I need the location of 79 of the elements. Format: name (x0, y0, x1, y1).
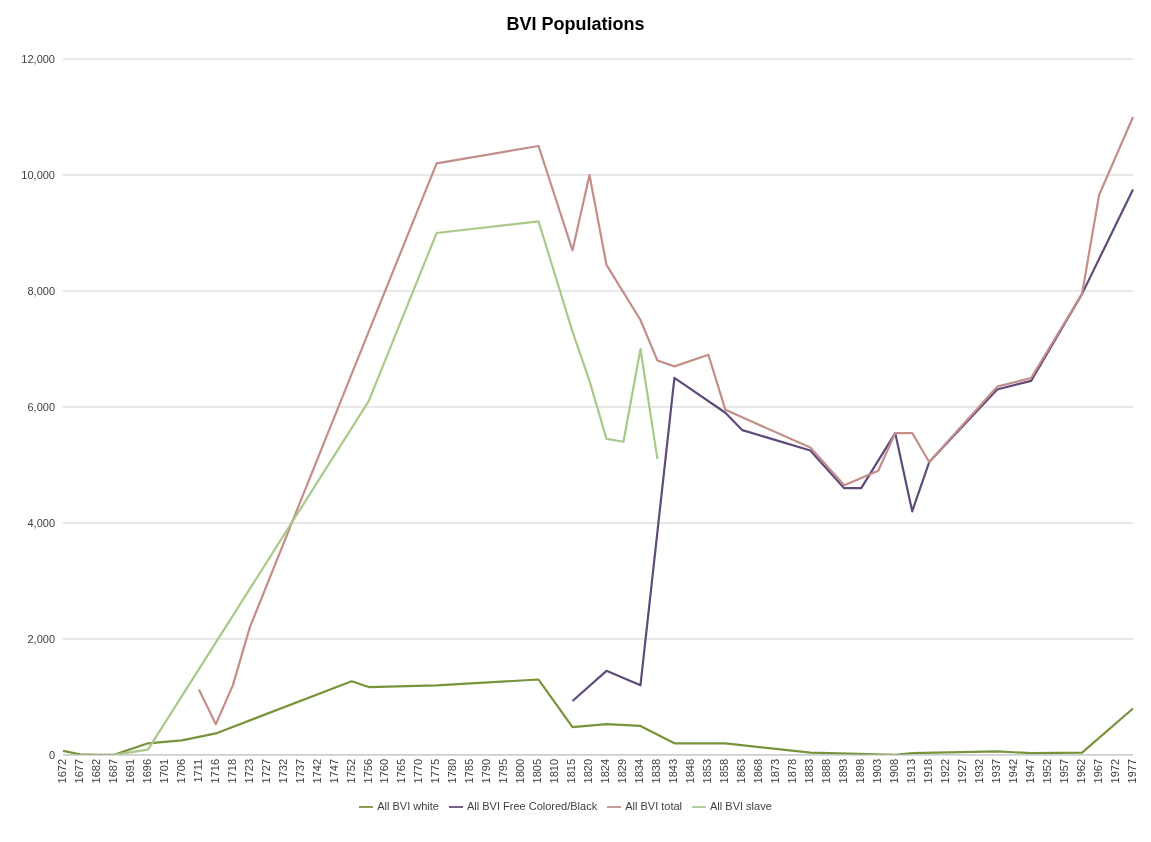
x-tick-label: 1701 (157, 758, 170, 784)
x-tick-label: 1908 (888, 758, 901, 784)
x-tick-label: 1727 (259, 758, 272, 784)
x-tick-label: 1952 (1040, 758, 1053, 784)
x-tick-label: 1947 (1023, 758, 1036, 784)
x-tick-label: 1962 (1074, 758, 1087, 784)
y-tick-label: 12,000 (21, 52, 55, 65)
x-tick-label: 1718 (225, 758, 238, 784)
x-tick-label: 1687 (106, 758, 119, 784)
x-tick-label: 1775 (429, 758, 442, 784)
x-tick-label: 1873 (769, 758, 782, 784)
y-tick-label: 0 (48, 748, 55, 761)
x-tick-label: 1820 (582, 758, 595, 784)
x-tick-label: 1790 (480, 758, 493, 784)
x-tick-label: 1977 (1125, 758, 1138, 784)
x-tick-label: 1843 (667, 758, 680, 784)
x-tick-label: 1853 (701, 758, 714, 784)
x-tick-label: 1805 (531, 758, 544, 784)
x-tick-label: 1888 (820, 758, 833, 784)
y-tick-label: 6,000 (27, 400, 55, 413)
x-tick-label: 1883 (803, 758, 816, 784)
x-tick-label: 1765 (395, 758, 408, 784)
x-tick-label: 1918 (922, 758, 934, 784)
x-tick-label: 1868 (752, 758, 765, 784)
x-tick-label: 1848 (684, 758, 697, 784)
x-tick-label: 1967 (1091, 758, 1104, 784)
x-tick-label: 1815 (565, 758, 578, 784)
x-tick-label: 1716 (208, 758, 221, 784)
x-tick-label: 1752 (344, 758, 357, 784)
x-tick-label: 1838 (650, 758, 663, 784)
x-tick-label: 1834 (633, 758, 646, 784)
x-tick-label: 1742 (310, 758, 323, 784)
x-tick-label: 1932 (972, 758, 985, 784)
x-tick-label: 1770 (412, 758, 425, 784)
legend-label: All BVI Free Colored/Black (466, 799, 598, 812)
x-tick-label: 1942 (1006, 758, 1019, 784)
x-tick-label: 1829 (616, 758, 629, 784)
x-tick-label: 1898 (854, 758, 867, 784)
x-tick-label: 1922 (938, 758, 951, 784)
x-tick-label: 1672 (55, 758, 68, 784)
line-series (571, 188, 1135, 703)
x-tick-label: 1913 (905, 758, 918, 784)
x-tick-label: 1691 (123, 758, 136, 784)
legend-label: All BVI white (377, 799, 439, 812)
x-tick-label: 1747 (327, 758, 340, 784)
x-tick-label: 1723 (242, 758, 255, 784)
x-tick-label: 1756 (361, 758, 374, 784)
x-tick-label: 1760 (378, 758, 391, 784)
legend-label: All BVI slave (710, 799, 772, 812)
x-tick-label: 1780 (446, 758, 459, 784)
x-tick-label: 1878 (786, 758, 799, 784)
x-tick-label: 1858 (718, 758, 731, 784)
x-tick-label: 1785 (463, 758, 476, 784)
x-tick-label: 1696 (140, 758, 153, 784)
x-tick-label: 1810 (548, 758, 561, 784)
x-tick-label: 1732 (276, 758, 289, 784)
legend-label: All BVI total (625, 799, 683, 812)
x-tick-label: 1972 (1108, 758, 1121, 784)
x-tick-label: 1800 (514, 758, 527, 784)
x-tick-label: 1903 (871, 758, 884, 784)
chart-title: BVI Populations (505, 14, 646, 35)
x-tick-label: 1927 (955, 758, 968, 784)
line-series (197, 115, 1135, 726)
x-tick-label: 1711 (191, 758, 204, 783)
y-tick-label: 8,000 (27, 284, 55, 297)
x-tick-label: 1937 (989, 758, 1002, 784)
x-tick-label: 1677 (72, 758, 85, 784)
x-tick-label: 1893 (837, 758, 850, 784)
x-tick-label: 1682 (89, 758, 102, 784)
y-tick-label: 4,000 (27, 516, 55, 529)
x-tick-label: 1795 (497, 758, 510, 784)
x-tick-label: 1706 (174, 758, 187, 784)
x-tick-label: 1957 (1057, 758, 1070, 784)
y-tick-label: 2,000 (27, 632, 55, 645)
x-tick-label: 1824 (599, 758, 612, 784)
x-tick-label: 1737 (293, 758, 306, 784)
x-tick-label: 1863 (735, 758, 748, 784)
line-series (61, 678, 1135, 755)
y-tick-label: 10,000 (21, 168, 55, 181)
